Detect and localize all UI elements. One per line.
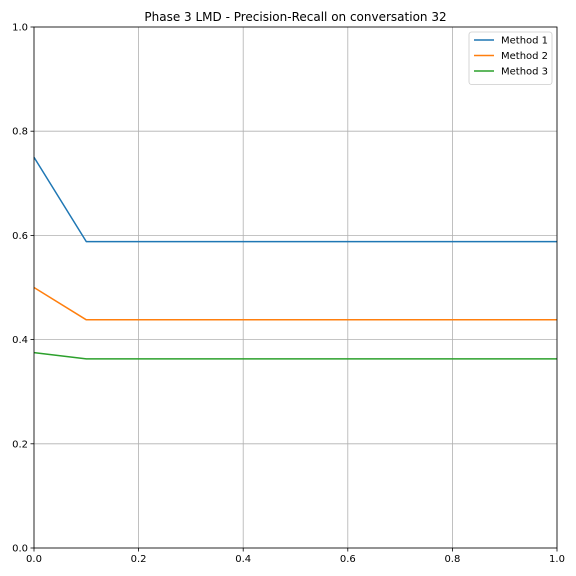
- legend-label: Method 1: [501, 36, 548, 47]
- y-tick-label: 0.2: [12, 439, 28, 450]
- y-tick-label: 1.0: [12, 23, 28, 34]
- y-tick-label: 0.8: [12, 127, 28, 138]
- x-tick-label: 0.6: [340, 554, 356, 565]
- y-tick-label: 0.0: [12, 544, 28, 555]
- series-line-method-2: [33, 286, 557, 321]
- x-tick-label: 1.0: [549, 554, 565, 565]
- chart-title: Phase 3 LMD - Precision-Recall on conver…: [144, 10, 446, 24]
- series-line-method-1: [33, 156, 557, 243]
- series-line-method-3: [33, 351, 557, 360]
- plot-frame: [33, 26, 558, 549]
- x-tick-label: 0.0: [26, 554, 42, 565]
- y-tick-label: 0.4: [12, 335, 28, 346]
- legend-label: Method 3: [501, 67, 548, 78]
- x-tick-label: 0.8: [444, 554, 460, 565]
- series-lines: [33, 156, 557, 360]
- axis-ticks: 0.0 0.2 0.4 0.6 0.8 1.0 0.0 0.2 0.4 0.6 0.8 1.0: [12, 23, 565, 566]
- y-tick-label: 0.6: [12, 231, 28, 242]
- x-tick-label: 0.4: [235, 554, 251, 565]
- legend: Method 1 Method 2 Method 3: [468, 31, 553, 85]
- legend-label: Method 2: [501, 51, 548, 62]
- x-tick-label: 0.2: [131, 554, 147, 565]
